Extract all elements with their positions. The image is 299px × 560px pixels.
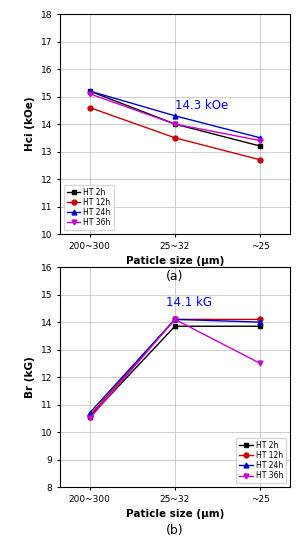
HT 24h (258, 319, 262, 325)
Legend: HT 2h, HT 12h, HT 24h, HT 36h: HT 2h, HT 12h, HT 24h, HT 36h (64, 185, 114, 230)
HT 2h (258, 323, 262, 330)
HT 2h (88, 88, 91, 95)
HT 24h (258, 134, 262, 141)
HT 36h (258, 137, 262, 144)
HT 12h (258, 316, 262, 323)
Line: HT 2h: HT 2h (87, 324, 263, 419)
X-axis label: Paticle size (μm): Paticle size (μm) (126, 256, 224, 267)
Line: HT 36h: HT 36h (87, 91, 263, 143)
HT 24h (173, 113, 177, 119)
HT 24h (88, 88, 91, 95)
Text: (a): (a) (166, 270, 184, 283)
HT 36h (173, 121, 177, 128)
Legend: HT 2h, HT 12h, HT 24h, HT 36h: HT 2h, HT 12h, HT 24h, HT 36h (236, 438, 286, 483)
Line: HT 24h: HT 24h (87, 88, 263, 140)
HT 2h (173, 121, 177, 128)
Text: 14.3 kOe: 14.3 kOe (175, 99, 228, 112)
Y-axis label: Hci (kOe): Hci (kOe) (25, 97, 35, 151)
Y-axis label: Br (kG): Br (kG) (25, 356, 35, 398)
HT 12h (258, 156, 262, 163)
HT 2h (173, 323, 177, 330)
HT 36h (173, 316, 177, 323)
HT 24h (88, 409, 91, 416)
HT 36h (258, 360, 262, 367)
HT 12h (88, 104, 91, 111)
HT 12h (88, 412, 91, 419)
Line: HT 2h: HT 2h (87, 88, 263, 148)
HT 12h (173, 134, 177, 141)
HT 2h (88, 414, 91, 421)
HT 36h (88, 90, 91, 97)
Line: HT 36h: HT 36h (87, 317, 263, 421)
HT 12h (173, 316, 177, 323)
Line: HT 12h: HT 12h (87, 317, 263, 418)
Line: HT 12h: HT 12h (87, 105, 263, 162)
HT 36h (88, 415, 91, 422)
HT 2h (258, 143, 262, 150)
Text: 14.1 kG: 14.1 kG (166, 296, 212, 309)
Text: (b): (b) (166, 524, 184, 536)
X-axis label: Paticle size (μm): Paticle size (μm) (126, 510, 224, 519)
HT 24h (173, 316, 177, 323)
Line: HT 24h: HT 24h (87, 317, 263, 416)
